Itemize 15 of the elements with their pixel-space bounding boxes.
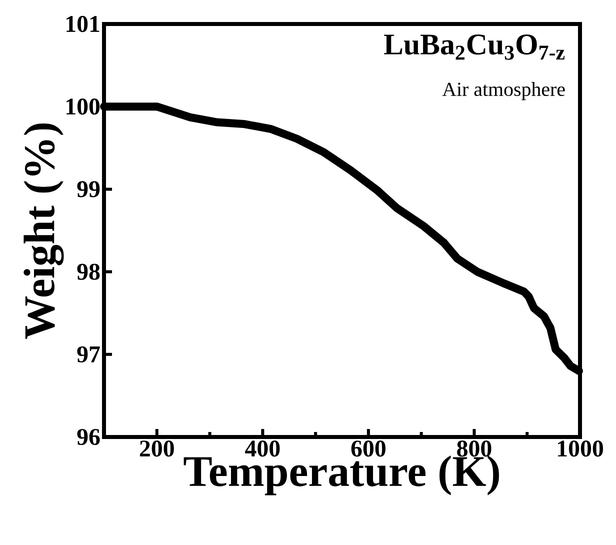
x-tick-label: 400 bbox=[245, 440, 280, 457]
y-axis-title: Weight (%) bbox=[24, 123, 64, 339]
x-tick-label: 600 bbox=[351, 440, 386, 457]
annotation: Air atmosphere bbox=[442, 82, 565, 100]
x-tick-label: 1000 bbox=[558, 440, 604, 457]
y-tick-label: 100 bbox=[66, 98, 100, 115]
y-tick-label: 99 bbox=[77, 181, 100, 198]
y-tick-label: 97 bbox=[77, 346, 100, 362]
y-tick-label: 98 bbox=[77, 264, 100, 280]
x-tick-label: 800 bbox=[457, 440, 492, 457]
annotation: LuBa$_{2}$Cu$_{3}$O$_{7-z}$ bbox=[384, 34, 565, 60]
y-tick-label: 96 bbox=[77, 428, 100, 446]
x-tick-label: 200 bbox=[140, 440, 174, 457]
x-axis-title: Temperature (K) bbox=[184, 456, 499, 496]
y-tick-label: 101 bbox=[66, 16, 100, 32]
